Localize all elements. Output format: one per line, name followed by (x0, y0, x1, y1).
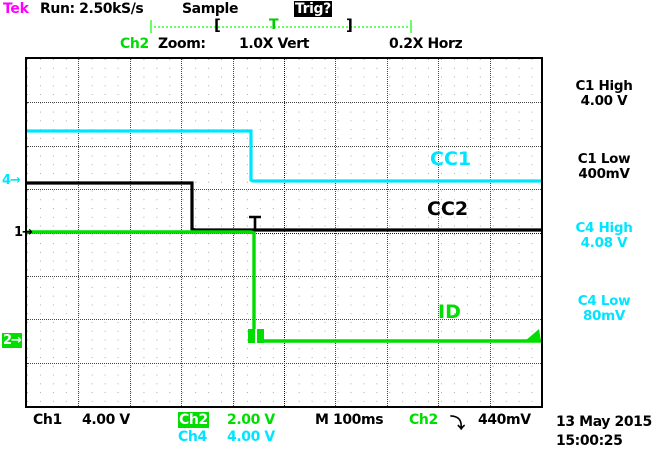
ch1-label[interactable]: Ch1 (33, 412, 62, 428)
trigger-level-value[interactable]: 440mV (478, 412, 531, 428)
waveform-layer (27, 129, 541, 343)
record-length-bar[interactable]: [ ] T (150, 16, 412, 34)
record-length-line (150, 26, 412, 28)
record-trigger-marker: T (269, 17, 279, 33)
trigger-slope-icon[interactable]: ⤵ (450, 414, 465, 432)
date-readout: 13 May 2015 (556, 414, 652, 430)
measurement-c1-high-value: 4.00 V (580, 93, 628, 109)
measurement-c4-low-label: C4 Low (577, 293, 631, 309)
zoom-channel-label: Ch2 (120, 36, 149, 52)
zoom-horizontal-factor: 0.2X Horz (389, 36, 463, 52)
measurement-c1-low-value: 400mV (578, 166, 630, 182)
ch2-scale-value[interactable]: 2.00 V (227, 412, 275, 428)
record-length-left-end (150, 20, 152, 33)
trace-cc1 (27, 129, 541, 183)
ch4-label[interactable]: Ch4 (178, 429, 207, 445)
grid-center-vline (284, 59, 285, 406)
measurement-c4-high-label: C4 High (575, 220, 633, 236)
grid-vline-7 (386, 59, 388, 406)
ch2-label[interactable]: Ch2 (178, 412, 209, 428)
grid-hline-7 (27, 362, 541, 364)
top-status-bar: Tek Run: 2.50kS/s Sample Trig? (0, 0, 666, 20)
grid-hline-5 (27, 276, 541, 277)
measurement-c4-low: C4 Low 80mV (546, 294, 662, 324)
grid-vline-8 (438, 59, 440, 406)
record-length-right-end (410, 20, 412, 33)
trace-label-cc2: CC2 (427, 198, 469, 220)
trace-cc2 (27, 181, 541, 232)
timebase-value[interactable]: 100ms (333, 412, 384, 428)
time-readout: 15:00:25 (556, 433, 623, 449)
ch1-scale-value[interactable]: 4.00 V (82, 412, 130, 428)
trace-label-id: ID (438, 301, 461, 323)
grid-hline-1 (27, 102, 541, 104)
grid-vline-6 (335, 59, 337, 406)
trace-label-cc1: CC1 (430, 148, 472, 170)
ch1-ground-marker[interactable]: 1→ (14, 225, 33, 240)
timebase-prefix: M (315, 412, 329, 428)
ch4-ground-marker[interactable]: 4→ (2, 173, 21, 188)
grid-hline-2 (27, 145, 541, 147)
measurement-c4-high-value: 4.08 V (580, 235, 628, 251)
trigger-state-badge: Trig? (294, 1, 332, 17)
acquisition-mode: Sample (182, 1, 239, 17)
measurement-c1-low: C1 Low 400mV (546, 152, 662, 182)
ch2-ground-marker[interactable]: 2→ (2, 333, 22, 348)
zoom-readout-row: Ch2 Zoom: 1.0X Vert 0.2X Horz (0, 36, 560, 54)
bottom-settings-bar: Ch1 4.00 V Ch2 2.00 V Ch4 4.00 V M 100ms… (0, 411, 666, 456)
grid-vline-9 (489, 59, 491, 406)
trigger-point-marker (249, 215, 261, 230)
grid-center-hline (27, 232, 541, 234)
zoom-label: Zoom: (158, 36, 206, 52)
ch4-scale-value[interactable]: 4.00 V (227, 429, 275, 445)
id-edge-artifact (525, 329, 541, 341)
measurement-c4-low-value: 80mV (582, 308, 626, 324)
trigger-source[interactable]: Ch2 (409, 412, 438, 428)
graticule[interactable] (25, 57, 543, 408)
run-status-readout: Run: 2.50kS/s (40, 1, 144, 17)
zoom-window-open-bracket[interactable]: [ (214, 16, 221, 34)
grid-hline-3 (27, 189, 541, 191)
grid-hline-6 (27, 319, 541, 321)
tek-logo: Tek (3, 1, 29, 17)
measurement-c4-high: C4 High 4.08 V (546, 221, 662, 251)
measurement-c1-low-label: C1 Low (577, 151, 631, 167)
zoom-vertical-factor: 1.0X Vert (239, 36, 310, 52)
trace-id (27, 230, 541, 343)
measurement-c1-high: C1 High 4.00 V (546, 79, 662, 109)
zoom-window-close-bracket[interactable]: ] (346, 16, 353, 34)
measurement-c1-high-label: C1 High (575, 78, 633, 94)
